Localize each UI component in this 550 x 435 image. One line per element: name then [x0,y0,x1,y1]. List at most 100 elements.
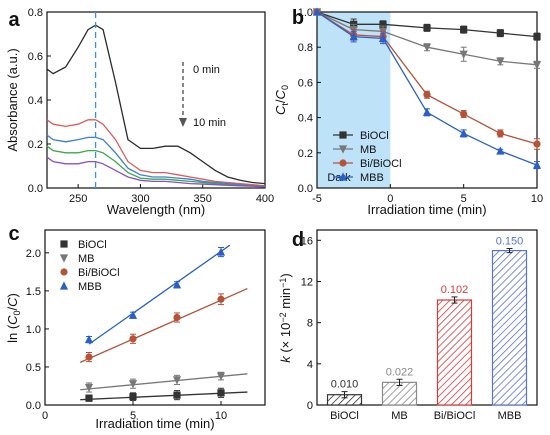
data-point [460,26,468,34]
data-point [422,107,432,116]
x-tick-label: 0 [42,410,48,422]
legend-label: MB [78,253,95,265]
panel-label: b [292,7,304,29]
x-tick-label: 5 [461,193,467,205]
data-point [378,33,388,42]
legend-label: Bi/BiOCl [78,267,120,279]
legend-marker [339,159,347,167]
x-tick-label: 250 [69,193,87,205]
data-point [379,20,387,28]
dark-label: Dark [327,172,351,184]
legend-label: MB [360,144,377,156]
data-point [172,376,182,385]
data-point [532,160,542,169]
data-point [496,129,504,138]
data-point [128,380,138,389]
y-tick-label: 8 [307,318,313,330]
plot-frame [44,229,266,406]
y-tick-label: 0.2 [298,148,313,160]
time-arrow-head [179,118,187,127]
x-tick-label: 10 [215,410,227,422]
data-point [423,24,431,32]
panel-b: Dark -5 0 5 10 0.0 0.2 0.4 0.6 0.8 1.0 BiOCl MB Bi/Bi… [273,7,543,217]
data-point [496,29,504,37]
y-tick-label: 1.0 [298,7,313,19]
y-axis-label: ln (C0/C) [5,293,22,343]
legend-label: MBB [78,281,102,293]
bar [436,299,473,406]
data-point [173,313,181,322]
data-point [460,110,468,118]
y-tick-label: 1.0 [26,324,41,336]
panel-label: d [292,229,304,251]
data-point [172,280,182,289]
fit-line-3 [88,244,231,345]
data-point [129,335,137,343]
data-point [533,140,541,148]
x-tick-label: 400 [256,193,274,205]
plot-frame [316,229,538,406]
data-point [532,61,542,70]
y-tick-label: 0.5 [26,362,41,374]
annotation-0min: 0 min [193,64,220,76]
x-axis-label: Irradiation time (min) [367,202,486,217]
data-point [217,389,225,397]
data-point [423,91,431,99]
data-point [129,393,137,401]
x-tick-label: 10 [531,193,543,205]
spectrum-line-4 [46,156,266,188]
spectrum-line-1 [46,119,266,187]
y-tick-label: 4 [307,359,313,371]
data-point [85,394,93,402]
y-tick-label: 0.0 [28,183,43,195]
x-tick-label: MBB [498,410,522,422]
y-tick-label: 0.8 [28,7,43,19]
y-tick-label: 0.2 [28,139,43,151]
spectrum-line-0 [46,24,266,185]
spectrum-line-2 [46,134,266,187]
x-axis-label: Irradiation time (min) [95,416,214,431]
plot-frame [46,11,266,189]
legend-label: BiOCl [78,239,107,251]
data-point [173,391,181,399]
data-point [496,146,505,155]
data-point [312,7,322,16]
bar-value-label: 0.150 [496,236,524,248]
legend-label: MBB [360,172,384,184]
bar-value-label: 0.010 [331,379,359,391]
y-tick-label: 0.4 [298,113,313,125]
legend-marker [338,172,348,181]
data-point [459,128,468,138]
y-tick-label: 16 [301,235,313,247]
x-tick-label: -5 [312,193,322,205]
legend-marker [59,254,69,263]
x-tick-label: 300 [131,193,149,205]
legend-marker [59,281,69,290]
panel-c: 0 5 10 0.0 0.5 1.0 1.5 2.0 BiOCl MB Bi/BiOCl MBB Irr… [5,223,266,431]
y-axis-label: Absorbance (a.u.) [5,48,20,151]
data-point [128,310,138,319]
data-point [216,372,226,381]
panel-a: 250 300 350 400 0.0 0.2 0.4 0.6 0.8 0 min 10 min Wa… [5,7,274,217]
x-tick-label: BiOCl [330,410,359,422]
legend-marker [339,131,347,139]
x-tick-label: Bi/BiOCl [434,410,476,422]
data-point [217,295,225,303]
legend-marker [60,240,68,248]
plot-frame [316,11,538,189]
spectrum-line-3 [46,145,266,188]
x-axis-label: Wavelength (nm) [107,202,206,217]
y-tick-label: 1.5 [26,286,41,298]
y-tick-label: 0.4 [28,95,43,107]
y-axis-label: Ct/C0 [273,85,290,115]
data-point [533,33,541,41]
panel-d: 0 4 8 12 16 0.010 BiOCl 0.022 MB 0.102 Bi/BiOCl 0.1… [278,229,538,422]
y-tick-label: 0.8 [298,42,313,54]
y-tick-label: 0.6 [28,51,43,63]
data-point [496,57,505,66]
legend-label: BiOCl [360,130,389,142]
panel-label: c [8,223,19,245]
legend-label: Bi/BiOCl [360,158,402,170]
data-point [85,353,93,361]
